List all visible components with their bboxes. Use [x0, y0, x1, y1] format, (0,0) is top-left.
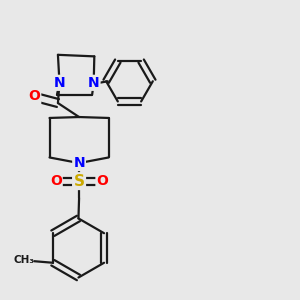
- Text: O: O: [97, 174, 108, 188]
- Text: O: O: [50, 174, 62, 188]
- Text: N: N: [88, 76, 100, 90]
- Text: S: S: [74, 174, 85, 189]
- Text: N: N: [54, 76, 65, 90]
- Text: N: N: [73, 156, 85, 170]
- Text: O: O: [28, 89, 40, 103]
- Text: CH₃: CH₃: [14, 255, 34, 265]
